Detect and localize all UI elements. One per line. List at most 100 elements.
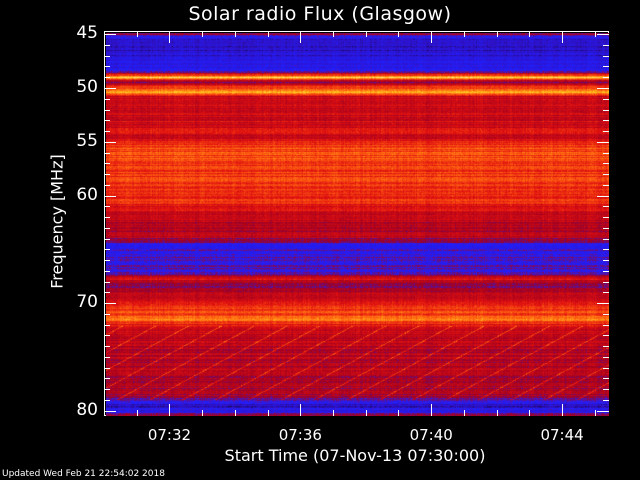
x-tick-mark (300, 404, 302, 416)
x-minor-tick (594, 31, 596, 37)
y-minor-tick (603, 335, 609, 337)
x-tick-mark (169, 31, 171, 43)
y-minor-tick (104, 313, 110, 315)
x-minor-tick (333, 410, 335, 416)
y-minor-tick (104, 66, 110, 68)
y-minor-tick (104, 335, 110, 337)
y-tick-label: 80 (76, 399, 98, 420)
y-minor-tick (603, 44, 609, 46)
x-tick-mark (562, 31, 564, 43)
y-minor-tick (603, 367, 609, 369)
y-minor-tick (104, 206, 110, 208)
x-minor-tick (333, 31, 335, 37)
y-tick-mark (597, 195, 609, 197)
y-minor-tick (104, 109, 110, 111)
y-tick-mark (597, 34, 609, 36)
y-tick-mark (104, 141, 116, 143)
y-tick-mark (104, 87, 116, 89)
spectrogram-plot-area (104, 31, 609, 416)
y-tick-mark (597, 87, 609, 89)
y-minor-tick (603, 120, 609, 122)
y-minor-tick (603, 378, 609, 380)
y-minor-tick (603, 217, 609, 219)
y-minor-tick (603, 356, 609, 358)
x-tick-mark (300, 31, 302, 43)
y-tick-label: 55 (76, 130, 98, 151)
y-minor-tick (104, 346, 110, 348)
y-minor-tick (603, 249, 609, 251)
y-minor-tick (104, 270, 110, 272)
x-axis-label: Start Time (07-Nov-13 07:30:00) (224, 446, 486, 465)
y-minor-tick (104, 399, 110, 401)
y-tick-mark (104, 34, 116, 36)
y-tick-label: 60 (76, 184, 98, 205)
x-minor-tick (202, 31, 204, 37)
y-minor-tick (104, 98, 110, 100)
y-tick-mark (597, 141, 609, 143)
y-tick-mark (104, 303, 116, 305)
y-minor-tick (603, 77, 609, 79)
y-minor-tick (603, 399, 609, 401)
x-minor-tick (267, 410, 269, 416)
y-minor-tick (603, 174, 609, 176)
y-minor-tick (104, 356, 110, 358)
x-tick-mark (431, 31, 433, 43)
y-minor-tick (104, 217, 110, 219)
y-minor-tick (603, 152, 609, 154)
y-minor-tick (104, 378, 110, 380)
y-minor-tick (603, 270, 609, 272)
y-tick-label: 70 (76, 292, 98, 313)
y-minor-tick (603, 98, 609, 100)
x-minor-tick (398, 410, 400, 416)
y-minor-tick (603, 55, 609, 57)
y-tick-mark (597, 303, 609, 305)
y-minor-tick (104, 281, 110, 283)
y-minor-tick (104, 249, 110, 251)
x-tick-mark (169, 404, 171, 416)
updated-timestamp: Updated Wed Feb 21 22:54:02 2018 (2, 469, 165, 479)
x-tick-mark (431, 404, 433, 416)
y-minor-tick (603, 324, 609, 326)
y-minor-tick (104, 55, 110, 57)
y-tick-mark (104, 195, 116, 197)
x-tick-label: 07:36 (278, 426, 322, 444)
x-minor-tick (267, 31, 269, 37)
y-minor-tick (603, 292, 609, 294)
y-minor-tick (104, 292, 110, 294)
y-tick-mark (104, 410, 116, 412)
x-minor-tick (463, 31, 465, 37)
y-minor-tick (104, 174, 110, 176)
x-minor-tick (202, 410, 204, 416)
y-minor-tick (603, 281, 609, 283)
y-minor-tick (603, 131, 609, 132)
y-minor-tick (603, 260, 609, 262)
x-minor-tick (365, 410, 367, 416)
y-minor-tick (603, 227, 609, 229)
x-minor-tick (234, 31, 236, 37)
y-minor-tick (104, 152, 110, 154)
y-minor-tick (603, 109, 609, 111)
y-minor-tick (603, 184, 609, 186)
x-minor-tick (136, 31, 138, 37)
x-tick-label: 07:40 (409, 426, 453, 444)
x-minor-tick (136, 410, 138, 416)
spectrogram-heatmap (106, 33, 609, 416)
y-minor-tick (104, 260, 110, 262)
y-axis-label: Frequency [MHz] (47, 154, 67, 289)
chart-title: Solar radio Flux (Glasgow) (188, 3, 452, 25)
y-minor-tick (603, 206, 609, 208)
y-minor-tick (104, 227, 110, 229)
x-tick-label: 07:32 (147, 426, 192, 444)
y-minor-tick (104, 163, 110, 165)
y-minor-tick (104, 120, 110, 122)
y-minor-tick (104, 184, 110, 186)
x-minor-tick (529, 31, 531, 37)
y-tick-label: 50 (76, 76, 98, 97)
y-minor-tick (603, 163, 609, 165)
x-minor-tick (594, 410, 596, 416)
x-tick-label: 07:44 (540, 426, 584, 444)
y-tick-label: 45 (76, 23, 98, 44)
x-minor-tick (496, 31, 498, 37)
y-minor-tick (104, 389, 110, 391)
y-minor-tick (104, 367, 110, 369)
